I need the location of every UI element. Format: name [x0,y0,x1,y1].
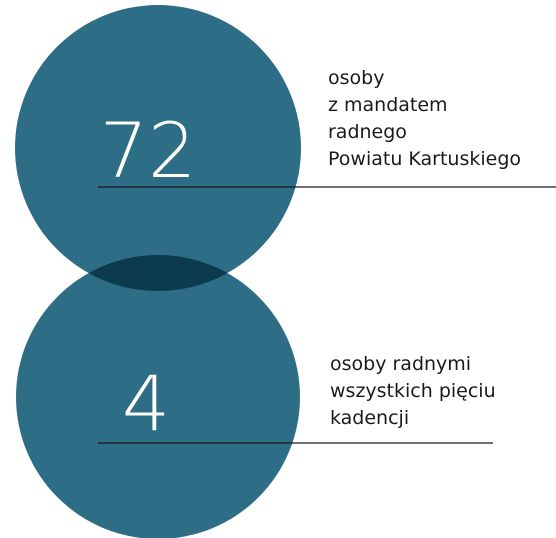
number: 4 [122,359,170,448]
description: osoby z mandatem radnego Powiatu Kartusk… [328,67,521,170]
circle [16,255,300,538]
description-line: osoby [328,67,384,89]
description-line: z mandatem [328,94,448,116]
description-line: wszystkich pięciu [330,380,496,402]
description-line: radnego [328,121,407,143]
description-line: osoby radnymi [330,353,471,375]
circle [15,5,301,291]
number: 72 [100,106,197,195]
description: osoby radnymi wszystkich pięciu kadencji [330,353,502,429]
description-line: Powiatu Kartuskiego [328,148,521,170]
description-line: kadencji [330,407,409,429]
